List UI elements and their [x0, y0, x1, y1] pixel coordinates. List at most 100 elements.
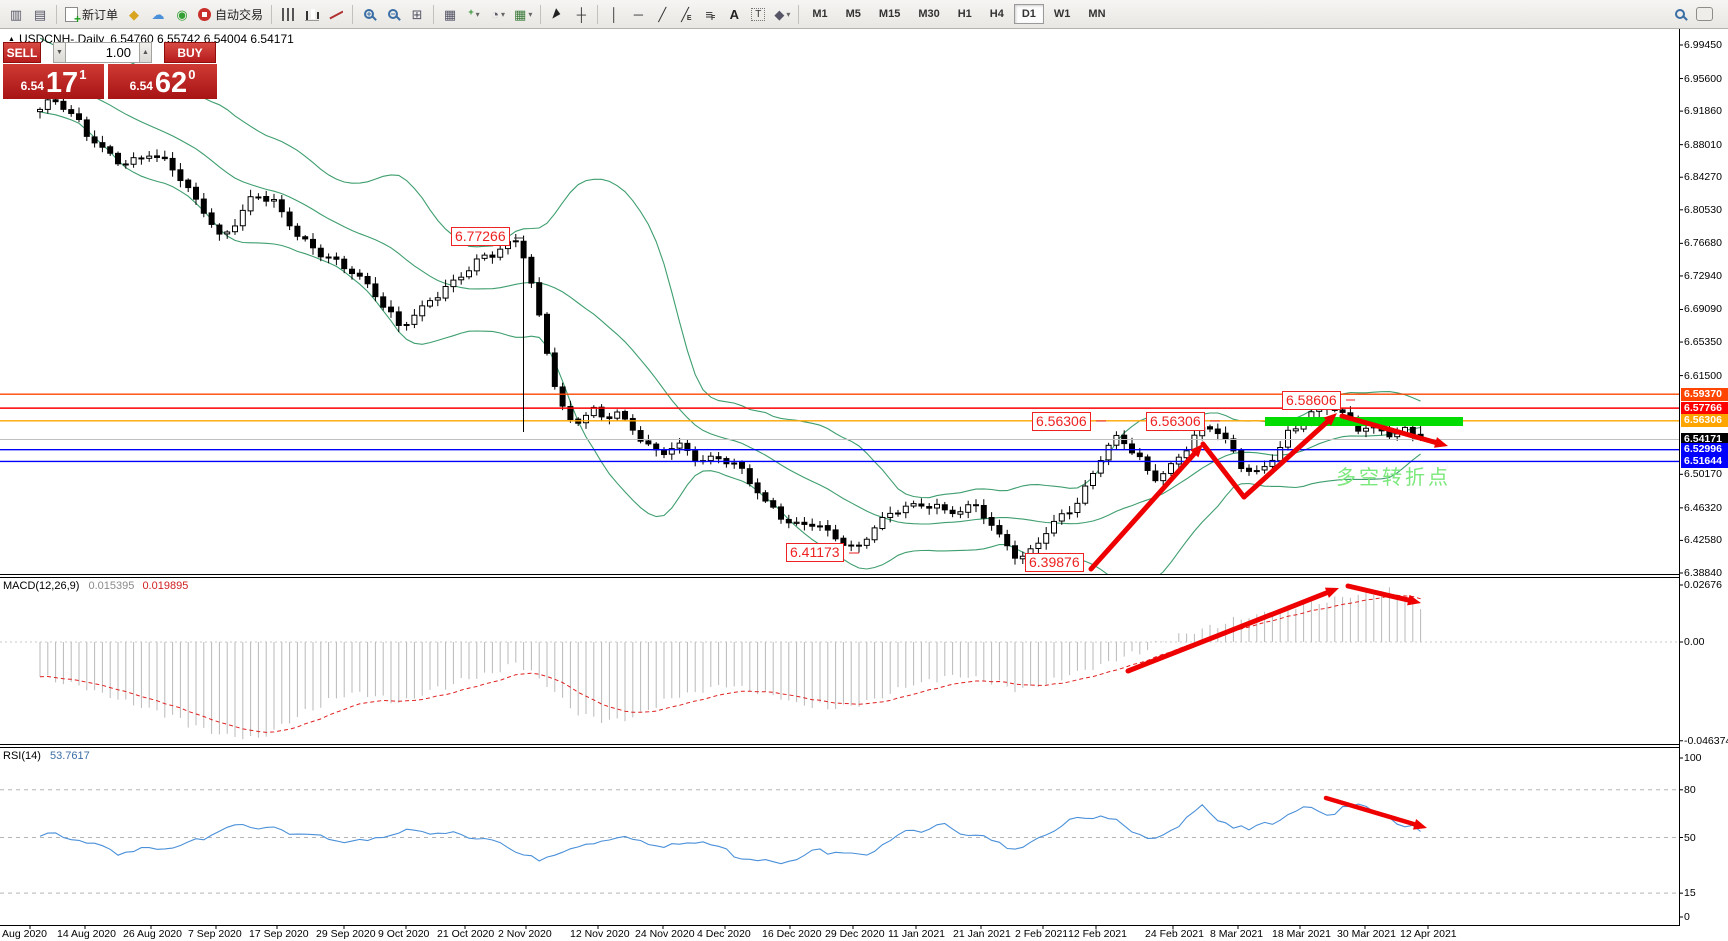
turning-point-note[interactable]: 多空转折点 [1336, 467, 1451, 489]
candle-chart-icon[interactable] [301, 3, 323, 25]
toolbar-separator [56, 4, 57, 24]
search-icon[interactable] [1669, 3, 1691, 25]
timeframe-m30[interactable]: M30 [918, 8, 940, 20]
timeframe-m5[interactable]: M5 [845, 8, 861, 20]
sell-price-small: 6.54 [20, 79, 44, 93]
trend-arrow[interactable] [1241, 415, 1334, 500]
date-label: 12 Feb 2021 [1068, 928, 1127, 940]
mql5-community-icon[interactable]: ☁ [151, 6, 165, 22]
crosshair-icon[interactable]: ┼ [576, 6, 586, 22]
macd-tick: -0.046374 [1684, 734, 1728, 747]
toolbar-separator [352, 4, 354, 24]
new-order-button[interactable]: 新订单 [62, 3, 121, 26]
volume-decrease-button[interactable]: ▼ [53, 42, 66, 63]
macd-tick: 0.00 [1684, 636, 1705, 648]
hline-icon[interactable]: ─ [633, 6, 643, 22]
trendline-icon[interactable]: ╱ [658, 6, 667, 22]
level-badge: 6.51644 [1681, 454, 1728, 468]
price-annotation-label[interactable]: 6.56306 [1032, 412, 1091, 431]
timeframe-w1[interactable]: W1 [1053, 8, 1071, 20]
buy-price-big: 62 [154, 67, 188, 99]
macd-signal-value: 0.019895 [142, 580, 189, 592]
price-tick: 6.50170 [1684, 468, 1722, 481]
price-tick: 6.80530 [1684, 203, 1722, 216]
toolbar-separator [271, 4, 273, 24]
timeframe-d1[interactable]: D1 [1013, 4, 1044, 24]
date-label: Aug 2020 [2, 928, 47, 940]
trend-arrow[interactable] [1323, 795, 1422, 829]
shapes-icon[interactable]: ◆ ▾ [774, 6, 791, 22]
tile-windows-icon[interactable]: ⊞ [411, 6, 423, 22]
current-price-badge: 6.54171 [1681, 432, 1728, 446]
timeframe-h1[interactable]: H1 [957, 8, 972, 20]
volume-increase-button[interactable]: ▲ [139, 42, 152, 63]
arrange-icon[interactable]: ▦ [443, 6, 457, 22]
cursor-icon[interactable] [546, 3, 568, 25]
periods-icon[interactable]: ◔ ▾ [491, 6, 505, 22]
notifications-icon[interactable]: 1 [1693, 3, 1716, 25]
toolbar-separator [798, 4, 800, 24]
volume-input[interactable] [66, 42, 139, 63]
vline-icon[interactable]: │ [610, 6, 619, 22]
date-label: 9 Oct 2020 [378, 928, 430, 940]
autotrade-button[interactable]: 自动交易 [195, 3, 266, 25]
bar-chart-icon[interactable] [277, 3, 299, 25]
timeframe-mn[interactable]: MN [1088, 8, 1106, 20]
date-label: 30 Mar 2021 [1337, 928, 1396, 940]
price-annotation-label[interactable]: 6.56306 [1146, 412, 1205, 431]
date-label: 12 Nov 2020 [570, 928, 630, 940]
trend-arrow[interactable] [1088, 447, 1201, 572]
macd-signal-line [39, 594, 1421, 733]
buy-price-display[interactable]: 6.54 62 0 [108, 64, 217, 99]
chart-window-icon[interactable]: ▥ [9, 6, 23, 22]
arrow-head [1324, 587, 1339, 598]
rsi-tick: 0 [1684, 911, 1690, 923]
label-icon[interactable]: T [747, 3, 769, 25]
sell-button[interactable]: SELL [3, 42, 41, 63]
buy-button[interactable]: BUY [164, 42, 216, 63]
trend-arrow[interactable] [1345, 583, 1416, 604]
price-annotation-label[interactable]: 6.58606 [1282, 391, 1341, 410]
trend-arrow[interactable] [1200, 441, 1247, 500]
bollinger-bands [39, 37, 1421, 575]
indicators-icon[interactable]: ▾ [463, 3, 485, 25]
candles-layer [37, 94, 1424, 565]
price-tick: 6.65350 [1684, 336, 1722, 349]
collapse-triangle-icon[interactable]: ▲ [8, 36, 15, 43]
price-annotation-label[interactable]: 6.41173 [786, 543, 844, 562]
templates-icon[interactable]: ▦ ▾ [514, 6, 533, 22]
timeframe-m1[interactable]: M1 [812, 8, 828, 20]
price-tick: 6.46320 [1684, 501, 1722, 514]
date-label: 12 Apr 2021 [1400, 928, 1457, 940]
toolbar-icons-slot: ▥▤新订单◆☁◉自动交易+−⊞▦▾◔▾▦▾┼│─╱╱E≡FAT◆▾ [4, 3, 803, 26]
date-label: 16 Dec 2020 [762, 928, 822, 940]
price-tick: 6.38840 [1684, 567, 1722, 579]
date-label: 29 Dec 2020 [825, 928, 885, 940]
price-annotation-label[interactable]: 6.77266 [451, 227, 510, 246]
zoom-out-icon[interactable]: − [382, 3, 404, 25]
line-chart-icon[interactable] [325, 3, 347, 25]
timeframe-m15[interactable]: M15 [878, 8, 901, 20]
sell-price-big: 17 [45, 67, 79, 99]
signal-icon[interactable]: ◉ [176, 6, 188, 22]
text-icon[interactable]: A [729, 6, 740, 22]
trend-arrow[interactable] [1125, 588, 1335, 674]
buy-price-sup: 0 [188, 67, 196, 82]
trend-arrow[interactable] [1339, 413, 1443, 447]
rsi-current-value: 53.7617 [49, 750, 90, 762]
gold-icon[interactable]: ◆ [129, 6, 140, 22]
timeframe-group: M1 M5 M15 M30 H1 H4 D1 W1 MN [803, 4, 1114, 24]
zoom-in-icon[interactable]: + [358, 3, 380, 25]
channel-icon[interactable]: ╱ E [681, 6, 692, 22]
data-preview-icon[interactable]: ▤ [33, 6, 47, 22]
level-badge: 6.52996 [1681, 443, 1728, 457]
date-label: 26 Aug 2020 [123, 928, 182, 940]
rsi-name: RSI(14) [3, 750, 41, 762]
timeframe-h4[interactable]: H4 [989, 8, 1004, 20]
sell-price-display[interactable]: 6.54 17 1 [3, 64, 104, 99]
fibonacci-icon[interactable]: ≡ F [705, 6, 716, 22]
price-annotation-label[interactable]: 6.39876 [1025, 553, 1084, 572]
sell-price-sup: 1 [79, 67, 87, 82]
